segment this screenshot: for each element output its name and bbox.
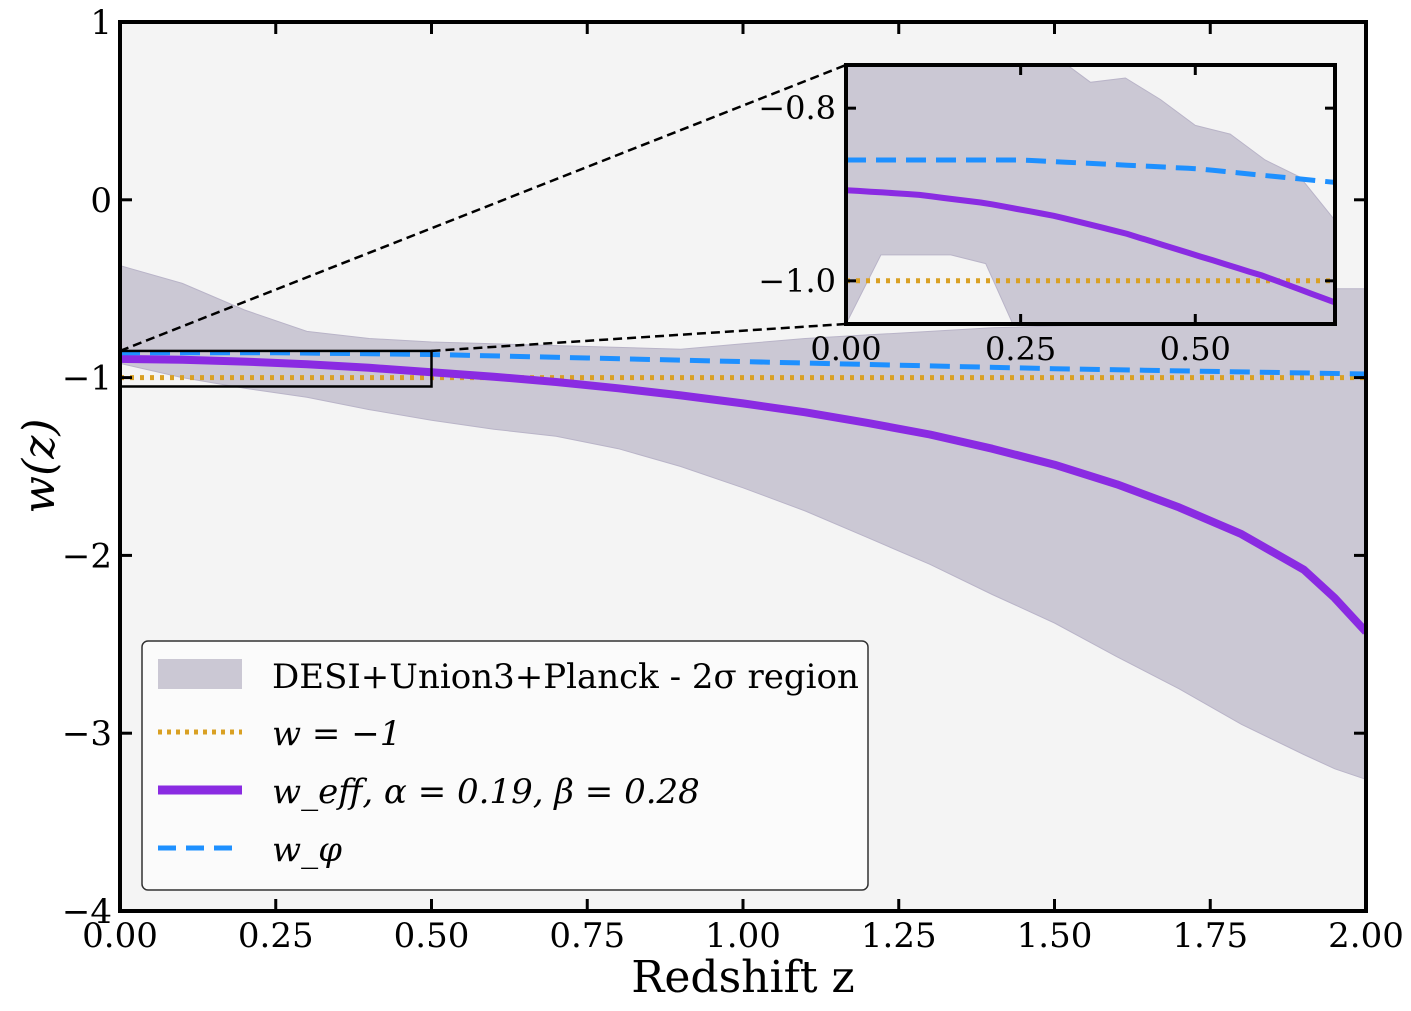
x-axis-title: Redshift z: [631, 952, 854, 1003]
x-tick-label: 0.00: [82, 916, 158, 956]
legend-label-weff: w_eff, α = 0.19, β = 0.28: [272, 772, 700, 812]
y-tick-label: −2: [62, 536, 112, 576]
inset-content: [846, 65, 1335, 324]
x-tick-label: 1.50: [1017, 916, 1093, 956]
legend-label-band: DESI+Union3+Planck - 2σ region: [272, 657, 859, 697]
legend-box: [141, 640, 869, 891]
x-tick-label: 2.00: [1328, 916, 1404, 956]
y-tick-label: −3: [62, 714, 112, 754]
x-tick-label: 0.75: [549, 916, 625, 956]
inset-series-wphi: [846, 157, 1335, 185]
legend-label-wphi: w_φ: [272, 830, 342, 870]
y-tick-label: 0: [90, 181, 112, 221]
inset-plot: 0.00 0.25 0.50 −0.8 −1.0: [758, 63, 1337, 368]
x-tick-label: 1.25: [861, 916, 937, 956]
inset-x-tick-label: 0.50: [1160, 330, 1231, 368]
legend-swatch-band: [158, 659, 242, 689]
x-tick-label: 0.25: [238, 916, 314, 956]
series-wphi: [120, 350, 1366, 377]
inset-y-tick-label: −1.0: [758, 262, 836, 300]
y-axis-title: w(z): [14, 418, 65, 513]
legend: DESI+Union3+Planck - 2σ region w = −1 w_…: [141, 640, 869, 891]
x-tick-label: 1.00: [705, 916, 781, 956]
inset-y-tick-label: −0.8: [758, 89, 836, 127]
y-tick-label: −1: [62, 359, 112, 399]
inset-axis-ticks: 0.00 0.25 0.50 −0.8 −1.0: [758, 65, 1335, 368]
legend-label-lambda: w = −1: [272, 714, 401, 754]
y-tick-label: −4: [62, 892, 112, 932]
main-axis-ticks: 0.00 0.25 0.50 0.75 1.00 1.25 1.50 1.75 2.00 1 0 −1…: [62, 3, 1404, 956]
x-tick-label: 1.75: [1172, 916, 1248, 956]
band-2sigma-region: [120, 265, 1366, 780]
inset-frame: [844, 63, 1337, 326]
y-tick-label: 1: [90, 3, 112, 43]
main-plot-area: [120, 265, 1366, 780]
inset-series-weff: [846, 187, 1335, 306]
series-weff: [120, 354, 1366, 635]
inset-x-tick-label: 0.00: [810, 330, 881, 368]
x-tick-label: 0.50: [394, 916, 470, 956]
zoom-connector-upper: [119, 63, 847, 353]
inset-x-tick-label: 0.25: [985, 330, 1056, 368]
inset-band-gap: [846, 254, 1014, 324]
